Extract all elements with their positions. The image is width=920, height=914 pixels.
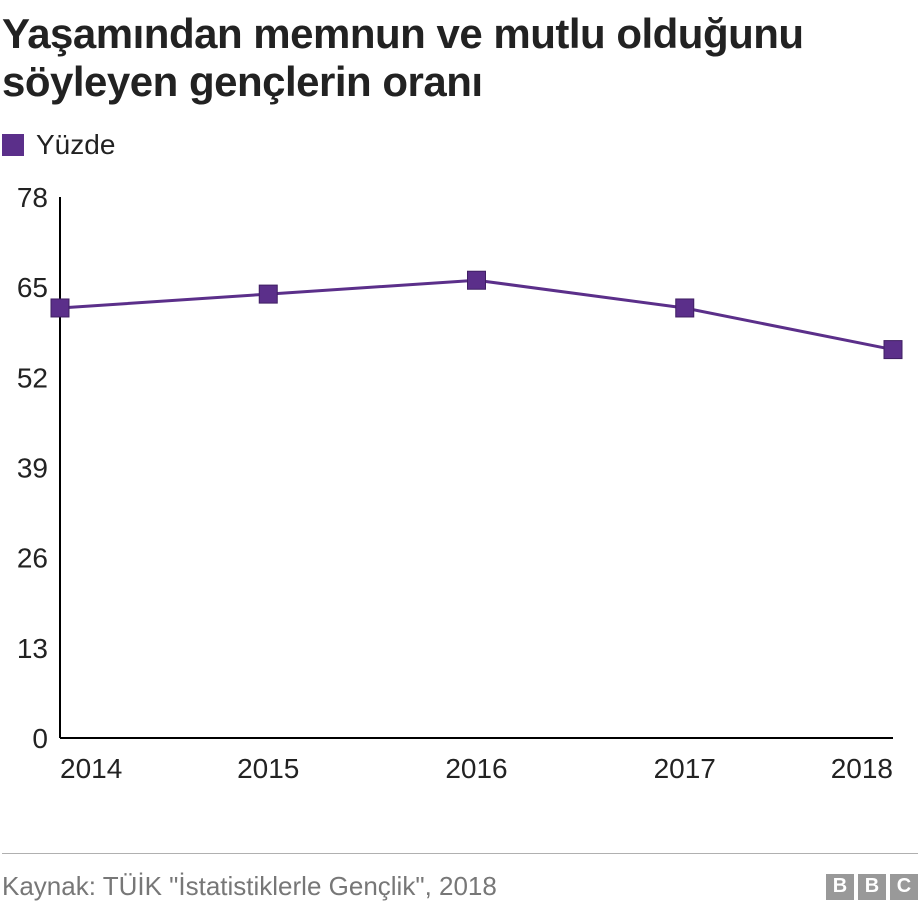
chart-svg: 0 13 26 39 52 65 78 2014 2015 2016 2017 2018 (2, 185, 918, 805)
footer-divider (2, 853, 918, 854)
bbc-logo-icon: B B C (826, 874, 918, 900)
legend-label: Yüzde (36, 129, 115, 161)
svg-text:39: 39 (17, 452, 48, 483)
source-text: Kaynak: TÜİK "İstatistiklerle Gençlik", … (2, 871, 497, 902)
chart-footer: Kaynak: TÜİK "İstatistiklerle Gençlik", … (2, 855, 918, 902)
svg-text:26: 26 (17, 542, 48, 573)
svg-text:2017: 2017 (654, 753, 716, 784)
chart-title: Yaşamından memnun ve mutlu olduğunu söyl… (2, 10, 918, 107)
svg-text:2015: 2015 (237, 753, 299, 784)
svg-text:2018: 2018 (831, 753, 893, 784)
svg-text:0: 0 (32, 723, 48, 754)
bbc-logo-letter: B (858, 874, 886, 900)
svg-text:65: 65 (17, 272, 48, 303)
svg-text:78: 78 (17, 185, 48, 213)
line-chart: 0 13 26 39 52 65 78 2014 2015 2016 2017 2018 (2, 185, 918, 805)
svg-text:13: 13 (17, 632, 48, 663)
bbc-logo-letter: C (890, 874, 918, 900)
svg-text:2014: 2014 (60, 753, 122, 784)
legend-swatch-icon (2, 134, 24, 156)
svg-text:52: 52 (17, 362, 48, 393)
legend: Yüzde (2, 129, 918, 161)
svg-text:2016: 2016 (445, 753, 507, 784)
bbc-logo-letter: B (826, 874, 854, 900)
